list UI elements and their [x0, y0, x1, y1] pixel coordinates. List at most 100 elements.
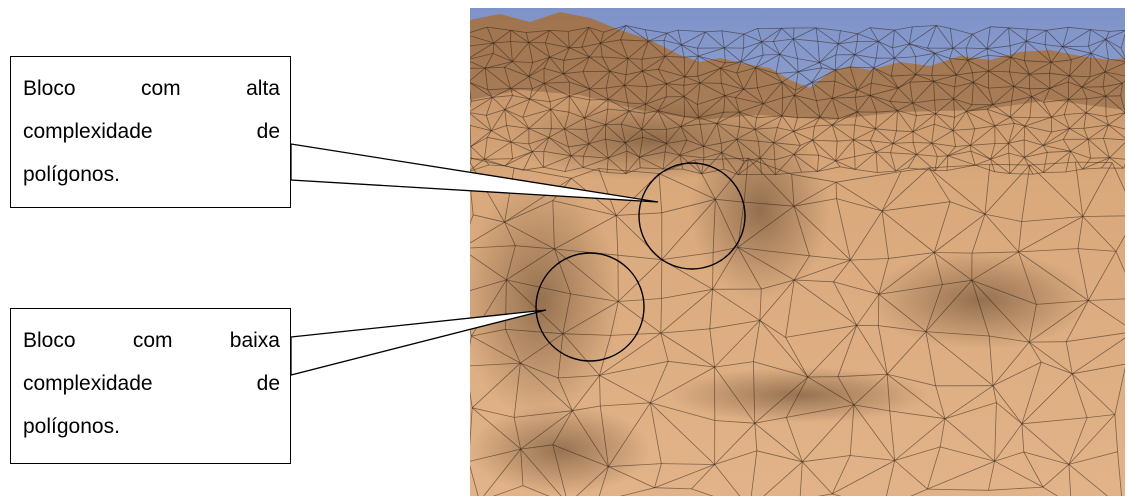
mesh-edge-dense	[797, 58, 799, 72]
mesh-edge-coarse	[557, 377, 573, 411]
mesh-edge-coarse	[618, 298, 662, 302]
mesh-edge-dense	[834, 69, 858, 91]
mesh-edge-dense	[657, 56, 666, 70]
mesh-edge-dense	[912, 80, 934, 104]
mesh-edge-coarse	[984, 213, 1022, 222]
mesh-edge-dense	[562, 60, 565, 74]
mesh-edge-dense	[737, 160, 745, 175]
mesh-edge-dense	[645, 103, 659, 112]
mesh-edge-coarse	[522, 485, 550, 496]
mesh-edge-dense	[512, 61, 533, 63]
mesh-edge-coarse	[1028, 341, 1042, 363]
mesh-edge-dense	[1102, 86, 1107, 97]
mesh-edge-dense	[934, 52, 950, 59]
mesh-edge-dense	[1062, 46, 1092, 54]
mesh-edge-dense	[1068, 26, 1091, 30]
mesh-edge-dense	[532, 137, 550, 153]
mesh-edge-dense	[1008, 27, 1028, 30]
mesh-edge-dense	[600, 43, 603, 58]
mesh-edge-coarse	[894, 418, 946, 461]
mesh-edge-coarse	[878, 258, 889, 295]
mesh-edge-dense	[522, 109, 551, 118]
mesh-edge-coarse	[1036, 300, 1089, 305]
mesh-edge-dense	[794, 154, 819, 156]
mesh-edge-dense	[832, 96, 856, 99]
mesh-edge-dense	[894, 56, 916, 59]
mesh-edge-dense	[777, 127, 794, 132]
mesh-edge-dense	[967, 55, 989, 61]
mesh-edge-dense	[912, 113, 936, 133]
mesh-edge-coarse	[492, 485, 524, 496]
mesh-edge-dense	[625, 151, 628, 174]
mesh-edge-dense	[720, 143, 723, 153]
mesh-edge-dense	[1024, 116, 1052, 127]
mesh-edge-dense	[1049, 75, 1070, 89]
mesh-edge-dense	[912, 115, 917, 132]
mesh-edge-dense	[1105, 31, 1110, 40]
mesh-edge-dense	[857, 33, 879, 42]
mesh-edge-dense	[990, 159, 996, 172]
mesh-edge-coarse	[925, 331, 994, 387]
mesh-edge-dense	[548, 128, 565, 138]
mesh-edge-dense	[934, 53, 957, 76]
mesh-edge-dense	[897, 102, 913, 111]
mesh-edge-dense	[470, 121, 471, 126]
mesh-edge-coarse	[940, 446, 995, 462]
mesh-edge-dense	[1087, 139, 1091, 159]
mesh-edge-dense	[1109, 29, 1125, 32]
mesh-edge-dense	[871, 82, 899, 89]
mesh-edge-dense	[589, 88, 609, 100]
mesh-edge-coarse	[470, 254, 507, 281]
mesh-edge-coarse	[505, 329, 521, 364]
mesh-edge-coarse	[715, 198, 745, 203]
mesh-edge-dense	[931, 74, 957, 76]
mesh-edge-coarse	[1021, 417, 1088, 425]
mesh-edge-dense	[504, 109, 530, 129]
mesh-edge-dense	[607, 142, 626, 159]
mesh-edge-dense	[743, 67, 757, 90]
mesh-edge-dense	[832, 81, 836, 99]
mesh-edge-dense	[720, 67, 744, 90]
mesh-edge-dense	[772, 28, 782, 42]
mesh-edge-dense	[740, 48, 744, 62]
word: de	[256, 372, 280, 395]
mesh-edge-dense	[986, 48, 989, 56]
mesh-edge-dense	[815, 27, 819, 42]
mesh-edge-dense	[971, 82, 974, 105]
mesh-edge-dense	[1086, 95, 1106, 100]
mesh-edge-dense	[875, 128, 897, 132]
mesh-edge-dense	[1089, 53, 1092, 77]
mesh-edge-dense	[838, 111, 858, 120]
mesh-edge-coarse	[1021, 361, 1042, 424]
mesh-edge-dense	[721, 30, 725, 48]
mesh-edge-dense	[700, 123, 718, 125]
mesh-edge-dense	[817, 166, 841, 172]
mesh-edge-dense	[680, 117, 699, 127]
mesh-edge-dense	[760, 157, 775, 161]
mesh-edge-dense	[1027, 28, 1047, 31]
mesh-edge-dense	[973, 70, 989, 83]
mesh-edge-dense	[814, 116, 821, 127]
mesh-edge-dense	[912, 25, 937, 28]
mesh-edge-dense	[484, 67, 511, 89]
mesh-edge-dense	[679, 155, 684, 170]
mesh-edge-dense	[642, 68, 659, 72]
mesh-edge-dense	[975, 158, 991, 166]
mesh-edge-dense	[811, 80, 836, 83]
mesh-edge-coarse	[856, 325, 888, 375]
mesh-edge-dense	[909, 80, 934, 83]
mesh-edge-dense	[817, 40, 839, 45]
mesh-edge-dense	[564, 117, 585, 130]
mesh-edge-dense	[684, 116, 699, 118]
mesh-edge-dense	[890, 58, 895, 77]
mesh-edge-dense	[869, 140, 877, 153]
mesh-edge-dense	[657, 110, 685, 117]
mesh-edge-dense	[588, 27, 604, 33]
mesh-edge-coarse	[934, 252, 973, 254]
mesh-edge-dense	[1008, 153, 1011, 174]
mesh-edge-dense	[800, 139, 813, 146]
mesh-edge-dense	[641, 59, 643, 72]
mesh-edge-coarse	[615, 215, 619, 256]
mesh-edge-dense	[642, 56, 666, 72]
